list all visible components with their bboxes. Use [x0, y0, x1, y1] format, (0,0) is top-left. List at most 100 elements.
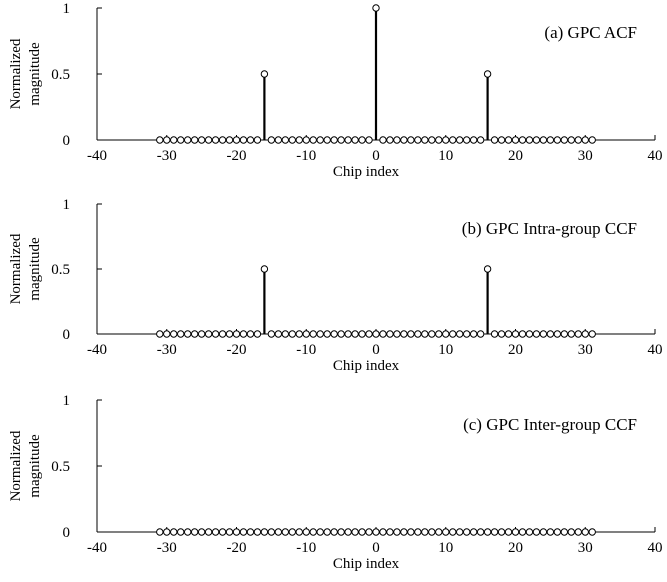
stem-marker	[309, 528, 317, 536]
stem-marker	[170, 330, 178, 338]
stem-marker	[156, 528, 164, 536]
stem-marker	[504, 528, 513, 536]
y-tick-label: 0	[63, 525, 71, 541]
stem-marker	[344, 330, 352, 338]
stem-marker	[267, 330, 276, 338]
stem-marker	[204, 528, 213, 536]
stem-marker	[204, 136, 213, 144]
stem-marker	[532, 136, 541, 144]
x-tick-label: -20	[227, 342, 247, 358]
stem-marker	[414, 330, 422, 338]
stem-marker	[462, 330, 471, 338]
stem-marker	[246, 136, 255, 144]
stem-marker	[337, 528, 345, 536]
stem-marker	[232, 136, 241, 144]
stem-marker	[449, 330, 457, 338]
stem-marker	[539, 528, 548, 536]
stem-marker	[400, 330, 408, 338]
stem-marker	[365, 330, 373, 338]
stem-marker	[156, 330, 164, 338]
stem-marker	[190, 330, 199, 338]
stem-marker	[386, 330, 394, 338]
stem-marker	[163, 136, 171, 144]
panel-annotation: (c) GPC Inter-group CCF	[463, 415, 637, 434]
stem-marker	[428, 330, 436, 338]
stem-marker	[442, 528, 450, 536]
stem-marker	[525, 136, 534, 144]
stem-marker	[497, 136, 506, 144]
stem-marker	[302, 136, 310, 144]
stem-marker	[295, 330, 303, 338]
stem-marker	[588, 528, 596, 536]
stem-marker	[232, 528, 241, 536]
stem-marker	[504, 330, 513, 338]
stem-marker	[344, 528, 352, 536]
x-tick-label: 30	[578, 342, 593, 358]
stem-marker	[197, 330, 206, 338]
stem-marker	[267, 528, 276, 536]
stem-marker	[358, 330, 366, 338]
stem-marker	[518, 136, 527, 144]
stem-marker	[497, 528, 506, 536]
stem-marker	[476, 136, 485, 144]
stem-marker	[204, 330, 213, 338]
stem-marker	[581, 136, 589, 144]
stem-marker	[337, 136, 345, 144]
stem-marker	[546, 528, 555, 536]
stem-marker	[546, 330, 555, 338]
stem-marker	[260, 265, 269, 273]
x-tick-label: 0	[372, 342, 380, 358]
stem-marker	[449, 528, 457, 536]
stem-marker	[330, 330, 338, 338]
stem-marker	[295, 136, 303, 144]
stem-marker	[525, 528, 534, 536]
panel-1: -40 -30 -20 -10 0 10 20 30 40 0 0.5 1 Chip index Norm…	[8, 1, 663, 180]
stem-marker	[253, 136, 262, 144]
stem-marker	[456, 330, 464, 338]
stem-marker	[414, 136, 422, 144]
stem-marker	[428, 136, 436, 144]
y-tick-label: 0.5	[51, 262, 70, 278]
stem-marker	[421, 136, 429, 144]
stem-marker	[177, 330, 185, 338]
stem-marker	[316, 528, 324, 536]
stem-marker	[372, 330, 380, 338]
stem-marker	[379, 330, 387, 338]
stem-marker	[511, 528, 520, 536]
stem-marker	[400, 528, 408, 536]
stem-marker	[449, 136, 457, 144]
stem-marker	[442, 136, 450, 144]
stem-marker	[539, 330, 548, 338]
x-tick-label: 40	[648, 148, 663, 164]
stem-marker	[281, 330, 290, 338]
stem-marker	[288, 330, 296, 338]
stem-marker	[274, 136, 283, 144]
stem-marker	[407, 330, 415, 338]
x-axis-label: Chip index	[333, 556, 400, 572]
stem-marker	[490, 528, 499, 536]
stem-marker	[469, 330, 478, 338]
stem-marker	[400, 136, 408, 144]
y-tick-label: 1	[63, 1, 71, 17]
stem-marker	[170, 136, 178, 144]
stem-marker	[456, 528, 464, 536]
panel-3: -40 -30 -20 -10 0 10 20 30 40 0 0.5 1 Chip index Norm…	[8, 393, 663, 572]
stem-marker	[295, 528, 303, 536]
x-tick-label: -30	[157, 342, 177, 358]
y-axis-label-line1: Normalized	[8, 233, 24, 304]
x-tick-label: -10	[296, 342, 316, 358]
stem-marker	[183, 528, 192, 536]
x-tick-label: 10	[438, 148, 453, 164]
stem-marker	[197, 136, 206, 144]
stem-marker	[560, 136, 569, 144]
stem-marker	[246, 330, 255, 338]
x-tick-label: -40	[87, 342, 107, 358]
stem-marker	[483, 70, 492, 78]
stem-marker	[253, 330, 262, 338]
y-tick-label: 0.5	[51, 67, 70, 83]
stem-marker	[428, 528, 436, 536]
stem-marker	[511, 136, 520, 144]
stem-marker	[393, 330, 401, 338]
stem-marker	[539, 136, 548, 144]
y-tick-label: 0.5	[51, 459, 70, 475]
